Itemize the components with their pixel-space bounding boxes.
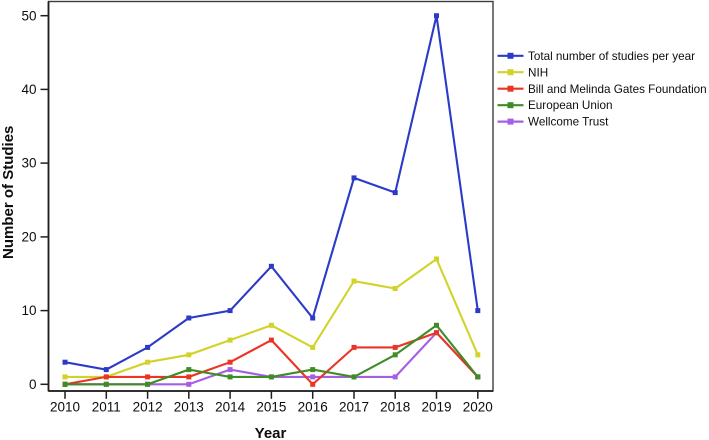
svg-text:Year: Year [255,425,287,440]
svg-text:10: 10 [21,303,36,318]
svg-text:2012: 2012 [133,400,163,415]
svg-text:2013: 2013 [174,400,204,415]
svg-text:NIH: NIH [528,66,548,79]
svg-text:30: 30 [21,156,36,171]
svg-text:2014: 2014 [215,400,246,415]
svg-text:2010: 2010 [50,400,80,415]
svg-text:0: 0 [29,377,37,392]
svg-text:2016: 2016 [298,400,328,415]
svg-text:40: 40 [21,82,36,97]
svg-text:50: 50 [21,8,36,23]
svg-text:Number of Studies: Number of Studies [0,126,17,259]
svg-text:European Union: European Union [528,99,612,112]
svg-text:Total number of studies per ye: Total number of studies per year [528,50,695,63]
svg-text:2018: 2018 [380,400,410,415]
svg-text:Wellcome Trust: Wellcome Trust [528,116,609,129]
svg-text:2020: 2020 [463,400,493,415]
svg-text:Bill and Melinda Gates Foundat: Bill and Melinda Gates Foundation [528,83,707,96]
svg-text:2017: 2017 [339,400,369,415]
svg-text:20: 20 [21,230,36,245]
svg-text:2019: 2019 [421,400,451,415]
svg-text:2011: 2011 [92,400,121,415]
svg-text:2015: 2015 [256,400,286,415]
